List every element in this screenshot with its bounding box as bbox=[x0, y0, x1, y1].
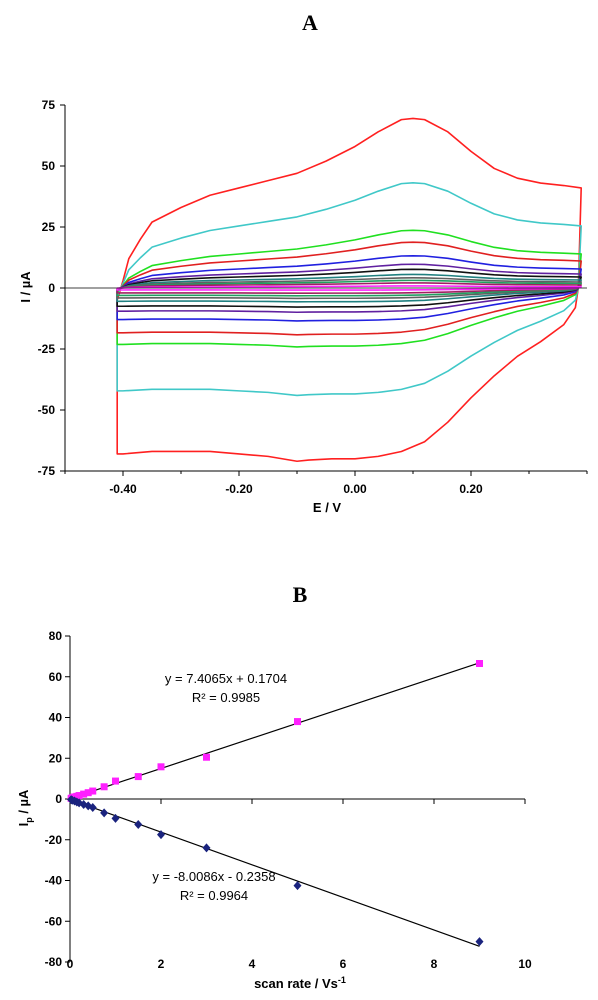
data-point-diamond bbox=[293, 881, 302, 891]
panel-b-x-tick-label: 0 bbox=[67, 957, 74, 971]
panel-b-x-tick-label: 8 bbox=[431, 957, 438, 971]
panel-b-y-axis-title-main: I bbox=[16, 823, 31, 827]
panel-a-x-axis-title: E / V bbox=[313, 500, 342, 515]
panel-a-y-tick-label: 75 bbox=[42, 98, 56, 112]
panel-b-x-tick-label: 2 bbox=[158, 957, 165, 971]
data-point-square bbox=[134, 773, 142, 781]
data-point-diamond bbox=[157, 830, 165, 840]
panel-b-y-axis-title: Ip / µA bbox=[16, 789, 34, 826]
data-point-square bbox=[157, 763, 165, 771]
panel-b-y-tick-label: -20 bbox=[45, 833, 63, 847]
panel-b-x-tick-label: 6 bbox=[340, 957, 347, 971]
panel-a-x-tick-label: -0.20 bbox=[225, 482, 253, 496]
data-point-square bbox=[203, 753, 210, 761]
panel-b-y-tick-label: -40 bbox=[45, 874, 63, 888]
panel-b-y-tick-label: -80 bbox=[45, 955, 63, 969]
cv-curve bbox=[116, 182, 583, 397]
fit-equation-cathodic: y = -8.0086x - 0.2358 bbox=[152, 869, 275, 884]
panel-b-y-tick-label: 60 bbox=[49, 670, 63, 684]
panel-b-y-tick-label: 0 bbox=[55, 792, 62, 806]
data-point-square bbox=[476, 660, 483, 668]
data-point-diamond bbox=[475, 937, 484, 947]
panel-a-x-tick-label: -0.40 bbox=[109, 482, 137, 496]
panel-b-y-tick-label: -60 bbox=[45, 914, 63, 928]
data-point-square bbox=[89, 787, 97, 795]
data-point-diamond bbox=[111, 813, 120, 823]
cv-curve bbox=[116, 285, 583, 291]
panel-a-y-tick-label: -75 bbox=[38, 464, 56, 478]
panel-a-axes: -75 -50 -25 0 25 50 75 -0.40 -0.20 0.00 0.20 bbox=[38, 98, 588, 496]
data-point-square bbox=[294, 718, 301, 726]
data-point-diamond bbox=[88, 803, 97, 813]
panel-b-x-axis-title: scan rate / Vs-1 bbox=[254, 975, 346, 991]
panel-b-y-tick-label: 20 bbox=[49, 751, 63, 765]
panel-a-y-tick-label: -25 bbox=[38, 342, 56, 356]
panel-b: B -80 -60 -40 -20 0 20 40 60 80 0 2 4 6 8 10 y = 7.406… bbox=[16, 582, 532, 991]
panel-b-label: B bbox=[293, 582, 308, 607]
panel-a-y-tick-label: 25 bbox=[42, 220, 56, 234]
panel-b-x-axis-title-sup: -1 bbox=[338, 975, 346, 985]
panel-a-y-tick-label: -50 bbox=[38, 403, 56, 417]
fit-equation-anodic: y = 7.4065x + 0.1704 bbox=[165, 671, 287, 686]
panel-a: A -75 -50 -25 0 25 50 75 -0.40 -0.20 0.00 0.20 E /… bbox=[18, 10, 588, 515]
data-point-square bbox=[100, 783, 108, 791]
panel-a-y-tick-label: 0 bbox=[48, 281, 55, 295]
panel-b-fit-lines bbox=[69, 662, 480, 947]
data-point-square bbox=[112, 777, 119, 785]
panel-b-y-axis-title-sub: p bbox=[24, 817, 34, 823]
fit-r2-cathodic: R² = 0.9964 bbox=[180, 888, 248, 903]
panel-b-y-axis-title-rest: / µA bbox=[16, 789, 31, 817]
panel-a-x-tick-label: 0.00 bbox=[343, 482, 367, 496]
panel-b-x-tick-label: 4 bbox=[249, 957, 256, 971]
panel-b-y-tick-label: 40 bbox=[49, 711, 63, 725]
data-point-diamond bbox=[134, 819, 143, 829]
cv-curve bbox=[116, 117, 583, 463]
panel-a-x-tick-label: 0.20 bbox=[459, 482, 483, 496]
panel-b-x-axis-title-main: scan rate / Vs bbox=[254, 976, 338, 991]
data-point-diamond bbox=[202, 843, 211, 853]
panel-a-label: A bbox=[302, 10, 318, 35]
data-point-diamond bbox=[100, 808, 109, 818]
panel-b-axes: -80 -60 -40 -20 0 20 40 60 80 0 2 4 6 8 10 bbox=[45, 629, 532, 971]
panel-a-y-axis-title: I / µA bbox=[18, 271, 33, 303]
panel-b-x-tick-label: 10 bbox=[518, 957, 532, 971]
panel-b-y-tick-label: 80 bbox=[49, 629, 63, 643]
panel-a-y-tick-label: 50 bbox=[42, 159, 56, 173]
panel-a-curves bbox=[116, 117, 583, 463]
data-point-square bbox=[80, 790, 88, 798]
fit-r2-anodic: R² = 0.9985 bbox=[192, 690, 260, 705]
data-point-square bbox=[75, 792, 83, 800]
panel-b-points bbox=[67, 660, 484, 947]
data-point-square bbox=[84, 789, 92, 797]
